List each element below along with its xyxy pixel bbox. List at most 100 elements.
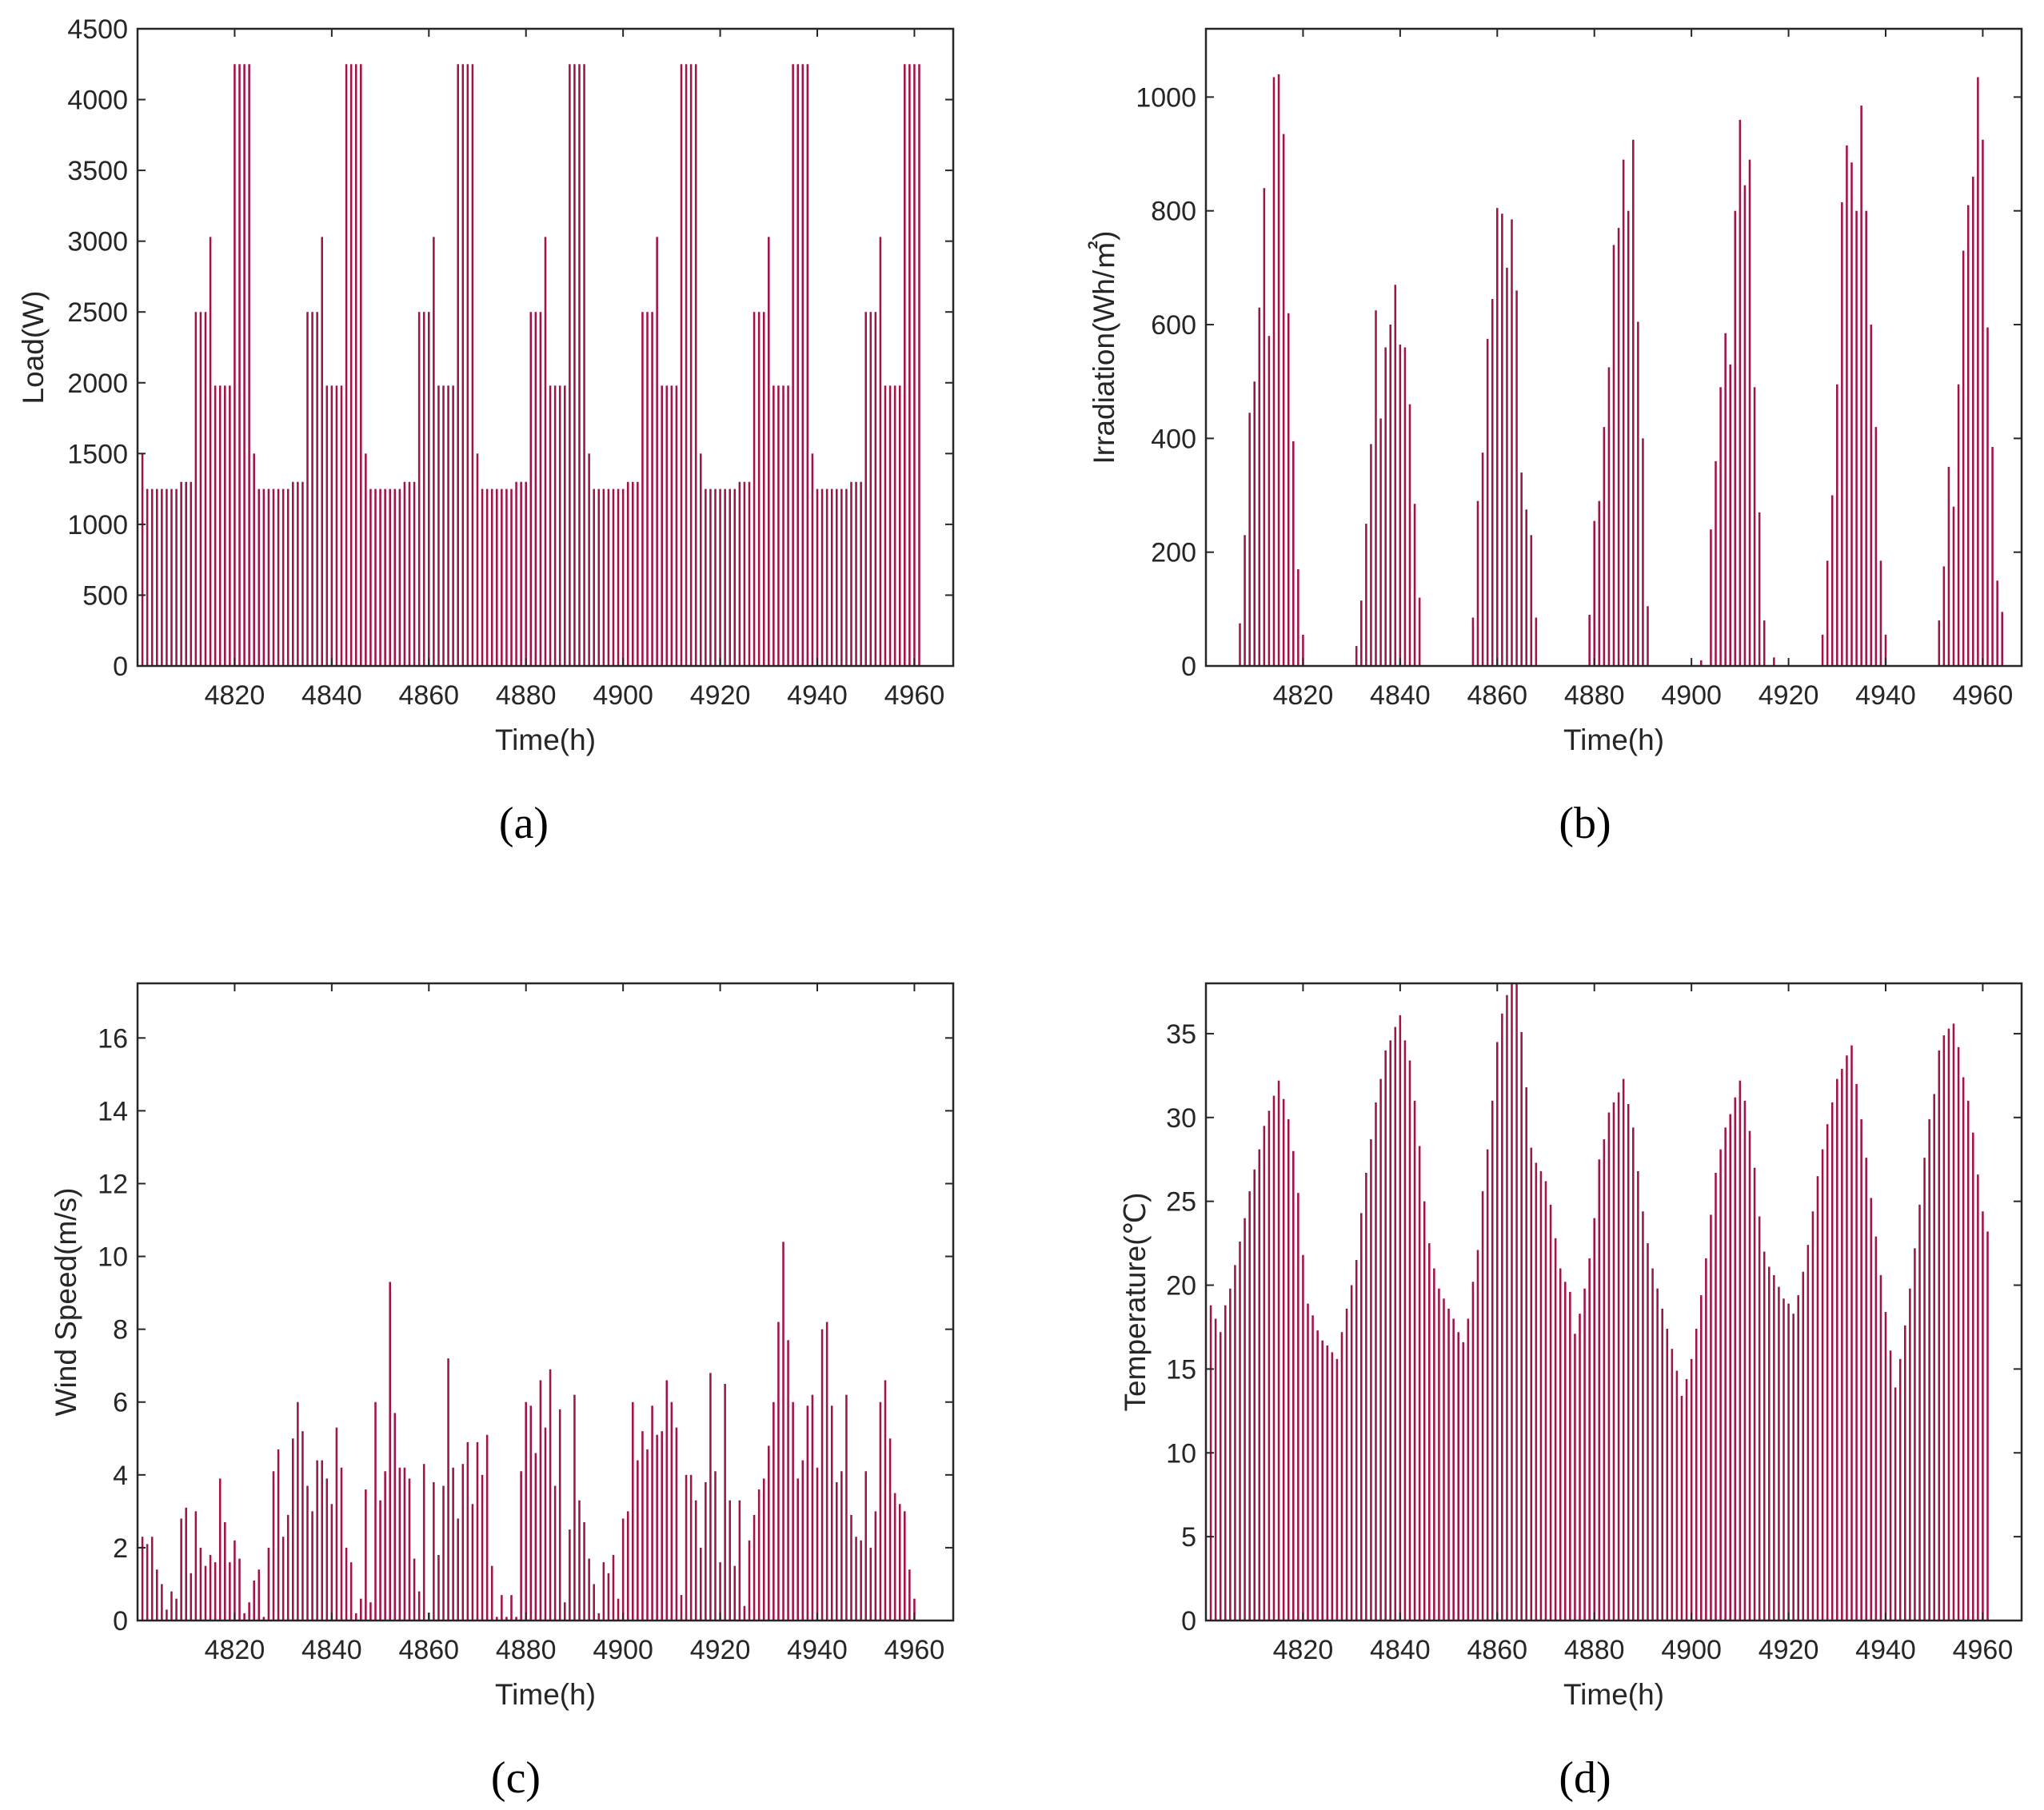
irradiation-bar bbox=[1763, 620, 1766, 666]
wind-speed-x-tick-label: 4900 bbox=[593, 1635, 653, 1665]
temperature-bar bbox=[1797, 1295, 1799, 1621]
wind-speed-bar bbox=[884, 1380, 887, 1621]
irradiation-x-tick-label: 4940 bbox=[1855, 680, 1916, 711]
wind-speed-bar bbox=[485, 1434, 489, 1621]
wind-speed-bar bbox=[874, 1511, 877, 1621]
irradiation-bar bbox=[1884, 634, 1887, 666]
irradiation-x-ticks: 4820 4840 4860 4880 4900 4920 4940 4960 bbox=[1273, 29, 2013, 711]
irradiation-bar bbox=[1821, 634, 1824, 666]
load-x-tick-label: 4920 bbox=[690, 680, 751, 711]
temperature-bar bbox=[1826, 1124, 1829, 1621]
wind-speed-bar bbox=[888, 1438, 892, 1621]
load-y-tick-label: 4500 bbox=[67, 14, 128, 45]
wind-speed-bar bbox=[403, 1467, 406, 1621]
load-bar bbox=[262, 488, 265, 666]
temperature-bar bbox=[1214, 1318, 1217, 1621]
irradiation-bar bbox=[1248, 413, 1251, 666]
irradiation-bar bbox=[2001, 612, 2003, 666]
irradiation-bar bbox=[1287, 313, 1290, 666]
temperature-bar bbox=[1642, 1211, 1644, 1621]
wind-speed-bar bbox=[150, 1537, 154, 1621]
temperature-y-ticks: 0 5 10 15 20 25 30 35 bbox=[1166, 1019, 2022, 1637]
load-bar bbox=[661, 385, 663, 666]
irradiation-bar bbox=[1588, 614, 1591, 666]
temperature-bar bbox=[1947, 1028, 1950, 1621]
temperature-caption: (d) bbox=[1559, 1753, 1611, 1803]
load-bar bbox=[801, 64, 804, 666]
load-bar bbox=[670, 385, 673, 666]
load-bar bbox=[325, 385, 329, 666]
irradiation-x-tick-label: 4820 bbox=[1273, 680, 1334, 711]
load-bar bbox=[825, 488, 828, 666]
temperature-bar bbox=[1452, 1318, 1455, 1621]
temperature-bar bbox=[1272, 1095, 1276, 1621]
temperature-bar bbox=[1302, 1254, 1304, 1621]
load-y-tick-label: 4000 bbox=[67, 86, 128, 116]
wind-speed-bar bbox=[374, 1401, 377, 1621]
irradiation-bar bbox=[1244, 535, 1246, 666]
wind-speed-bar bbox=[714, 1471, 717, 1621]
temperature-bar bbox=[1802, 1271, 1805, 1621]
wind-speed-bar bbox=[457, 1518, 459, 1621]
temperature-bar bbox=[1438, 1288, 1440, 1621]
irradiation-bar bbox=[1841, 202, 1843, 667]
wind-speed-bar bbox=[170, 1591, 173, 1621]
temperature-bar bbox=[1321, 1340, 1323, 1621]
wind-speed-bar bbox=[621, 1518, 625, 1621]
load-bar bbox=[840, 488, 843, 666]
irradiation-bar bbox=[1408, 404, 1411, 666]
wind-speed-y-ticks: 0 2 4 6 8 10 12 14 16 bbox=[98, 1023, 953, 1637]
irradiation-y-tick-label: 800 bbox=[1151, 197, 1196, 227]
temperature-bar bbox=[1671, 1349, 1674, 1621]
temperature-bar bbox=[1365, 1173, 1367, 1621]
load-bar bbox=[447, 385, 449, 666]
wind-speed-bar bbox=[180, 1518, 182, 1621]
temperature-bar bbox=[1977, 1174, 1979, 1621]
temperature-y-tick-label: 25 bbox=[1166, 1187, 1196, 1218]
temperature-bar bbox=[1389, 1040, 1391, 1621]
wind-speed-bar bbox=[869, 1547, 872, 1621]
load-bar bbox=[888, 385, 892, 666]
load-bar bbox=[724, 488, 726, 666]
load-bar bbox=[564, 385, 566, 666]
temperature-bar bbox=[1622, 1078, 1625, 1621]
load-bar bbox=[199, 312, 202, 666]
temperature-bar bbox=[1909, 1288, 1911, 1621]
load-bar bbox=[340, 385, 343, 666]
irradiation-bar bbox=[1860, 106, 1862, 666]
wind-speed-bar bbox=[393, 1413, 397, 1621]
wind-speed-bar bbox=[569, 1529, 571, 1621]
wind-speed-bar bbox=[544, 1427, 547, 1621]
load-y-tick-label: 1500 bbox=[67, 439, 128, 469]
load-bar bbox=[452, 385, 454, 666]
load-bar bbox=[297, 481, 299, 666]
wind-speed-bar bbox=[433, 1481, 435, 1621]
temperature-bar bbox=[1768, 1266, 1771, 1621]
irradiation-bar bbox=[1253, 381, 1256, 666]
irradiation-bar bbox=[1758, 512, 1761, 666]
load-bar bbox=[422, 312, 425, 666]
temperature-bar bbox=[1923, 1158, 1926, 1621]
load-bar bbox=[913, 64, 916, 666]
wind-speed-bar bbox=[787, 1340, 789, 1621]
load-bar bbox=[836, 488, 838, 666]
load-bar bbox=[248, 64, 250, 666]
wind-speed-bar bbox=[481, 1474, 484, 1621]
wind-speed-x-tick-label: 4880 bbox=[496, 1635, 557, 1665]
irradiation-bar bbox=[1501, 213, 1503, 666]
irradiation-bar bbox=[1996, 580, 1998, 666]
irradiation-bar bbox=[1277, 74, 1280, 667]
irradiation-bar bbox=[1268, 336, 1271, 666]
irradiation-bar bbox=[1365, 524, 1367, 666]
irradiation-bar bbox=[1379, 418, 1382, 666]
wind-speed-bar bbox=[811, 1394, 814, 1621]
temperature-bar bbox=[1248, 1191, 1251, 1621]
temperature-bar bbox=[1889, 1350, 1892, 1621]
load-bar bbox=[719, 488, 721, 666]
irradiation-bar bbox=[1360, 600, 1363, 666]
wind-speed-bar bbox=[229, 1562, 231, 1621]
load-bar bbox=[360, 64, 362, 666]
temperature-bar bbox=[1874, 1236, 1878, 1621]
load-bar bbox=[214, 385, 217, 666]
irradiation-bar bbox=[1942, 566, 1946, 666]
